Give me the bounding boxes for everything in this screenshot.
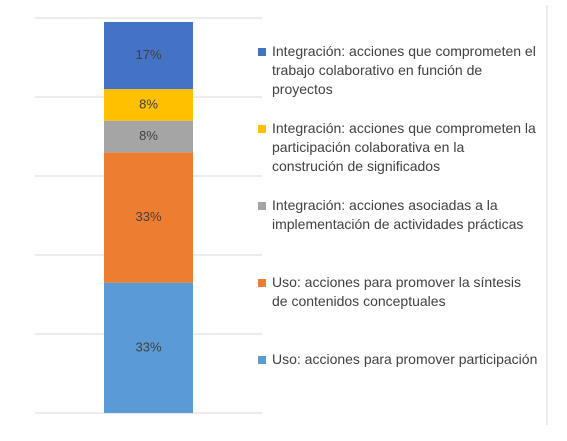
data-label: 33% xyxy=(135,209,161,224)
legend-swatch xyxy=(258,48,266,56)
legend-item: Integración: acciones asociadas a la imp… xyxy=(258,196,538,234)
data-label: 17% xyxy=(135,47,161,62)
bar-segment xyxy=(104,21,193,90)
data-label: 8% xyxy=(139,96,158,111)
legend-swatch xyxy=(258,356,266,364)
legend-label: Integración: acciones que comprometen la… xyxy=(272,120,536,174)
legend-item: Uso: acciones para promover participació… xyxy=(258,350,538,369)
bar-segment xyxy=(104,120,193,153)
legend-item: Integración: acciones que comprometen el… xyxy=(258,42,538,99)
legend-item: Integración: acciones que comprometen la… xyxy=(258,119,538,176)
legend-label: Integración: acciones que comprometen el… xyxy=(272,43,536,97)
legend-label: Uso: acciones para promover la síntesis … xyxy=(272,274,521,309)
bar-segment xyxy=(104,89,193,121)
data-label: 8% xyxy=(139,128,158,143)
bar-segment xyxy=(104,152,193,283)
legend-swatch xyxy=(258,125,266,133)
legend-swatch xyxy=(258,202,266,210)
legend-item: Uso: acciones para promover la síntesis … xyxy=(258,273,538,311)
legend-label: Integración: acciones asociadas a la imp… xyxy=(272,197,524,232)
legend-swatch xyxy=(258,279,266,287)
bar-segment xyxy=(104,282,193,413)
data-label: 33% xyxy=(135,339,161,354)
legend-label: Uso: acciones para promover participació… xyxy=(272,351,538,367)
